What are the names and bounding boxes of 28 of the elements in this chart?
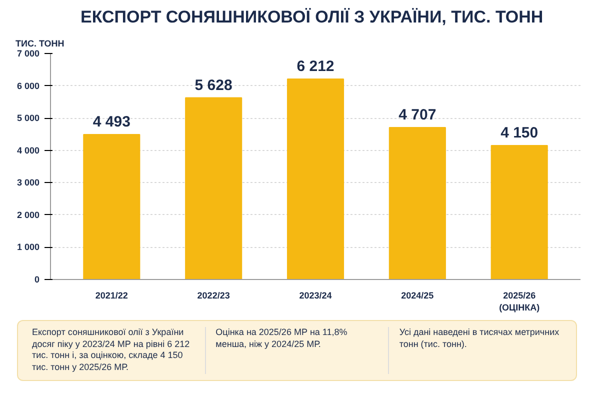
y-axis-title: ТИС. ТОНН	[16, 38, 64, 48]
y-tick-label: 5 000	[16, 113, 40, 124]
data-label: 5 628	[194, 76, 232, 94]
bar	[286, 78, 344, 280]
y-tick-label: 2 000	[16, 210, 40, 220]
text: Оцінка на 2025/26 МР на 11,8% менша, ніж у 2024/25 МР.	[204, 327, 388, 374]
y-tick-label: 7 000	[16, 48, 40, 58]
text: Експорт соняшникової олії з України досяг піку у 2023/24 МР на рівні 6 212 тис. тонн і, за оцінкою, складе 4 150 тис. тонн у 2025/26 МР.	[31, 327, 191, 374]
chart-title: ЕКСПОРТ СОНЯШНИКОВОЇ ОЛІЇ З УКРАЇНИ, ТИС. ТОНН	[80, 8, 544, 26]
data-label: 6 212	[296, 58, 334, 75]
text: Усі дані наведені в тисячах метричних тонн (тис. тонн).	[388, 327, 572, 374]
data-label: 4 707	[398, 106, 436, 124]
y-tick-label: 0	[34, 274, 40, 284]
bar	[185, 97, 242, 280]
bar	[388, 127, 446, 280]
x-tick-label: 2021/22	[95, 290, 128, 300]
x-tick-label: 2024/25	[401, 290, 434, 300]
y-tick-label: 1 000	[16, 242, 40, 252]
data-label: 4 493	[92, 113, 130, 130]
y-tick-label: 6 000	[16, 80, 40, 91]
y-tick-label: 4 000	[16, 145, 40, 156]
bar	[83, 134, 140, 280]
bar	[490, 145, 548, 280]
data-label: 4 150	[500, 124, 538, 142]
x-tick-label: 2025/26 (ОЦІНКА)	[499, 290, 540, 312]
x-tick-label: 2023/24	[299, 290, 332, 300]
x-tick-label: 2022/23	[197, 290, 230, 300]
y-tick-label: 3 000	[16, 178, 40, 188]
